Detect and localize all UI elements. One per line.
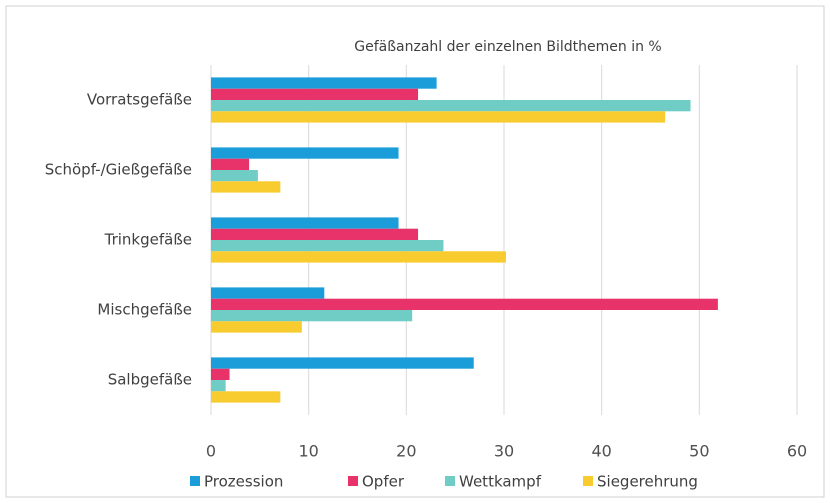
y-tick-label: Salbgefäße — [108, 371, 192, 389]
bar — [211, 170, 258, 182]
legend-label: Siegerehrung — [597, 473, 698, 491]
y-tick-label: Vorratsgefäße — [87, 91, 192, 109]
bar — [211, 310, 413, 322]
bar — [211, 240, 444, 252]
legend-swatch — [445, 476, 455, 486]
y-tick-label: Schöpf-/Gießgefäße — [45, 161, 192, 179]
bar — [211, 111, 666, 123]
x-tick-label: 30 — [494, 442, 514, 461]
bar — [211, 298, 718, 310]
legend-swatch — [583, 476, 593, 486]
bar — [211, 391, 281, 403]
x-tick-label: 60 — [787, 442, 807, 461]
bar — [211, 368, 230, 380]
bar — [211, 77, 437, 89]
chart-title: Gefäßanzahl der einzelnen Bildthemen in … — [354, 39, 661, 55]
x-tick-label: 20 — [396, 442, 416, 461]
y-tick-label: Mischgefäße — [97, 301, 192, 319]
bar — [211, 147, 399, 159]
bar — [211, 181, 281, 193]
x-tick-label: 40 — [591, 442, 611, 461]
bar — [211, 88, 419, 100]
legend-swatch — [190, 476, 200, 486]
bar — [211, 380, 226, 392]
x-tick-label: 10 — [298, 442, 318, 461]
bar — [211, 321, 302, 333]
legend-label: Prozession — [204, 473, 283, 491]
bar — [211, 287, 325, 299]
bar — [211, 100, 691, 112]
bar — [211, 228, 419, 240]
y-tick-label: Trinkgefäße — [104, 231, 192, 249]
legend-label: Wettkampf — [459, 473, 542, 491]
bar — [211, 217, 399, 229]
bar — [211, 251, 506, 263]
legend-swatch — [348, 476, 358, 486]
bar — [211, 158, 250, 170]
x-tick-label: 50 — [689, 442, 709, 461]
bar — [211, 357, 474, 369]
x-tick-label: 0 — [206, 442, 216, 461]
legend-label: Opfer — [362, 473, 405, 491]
